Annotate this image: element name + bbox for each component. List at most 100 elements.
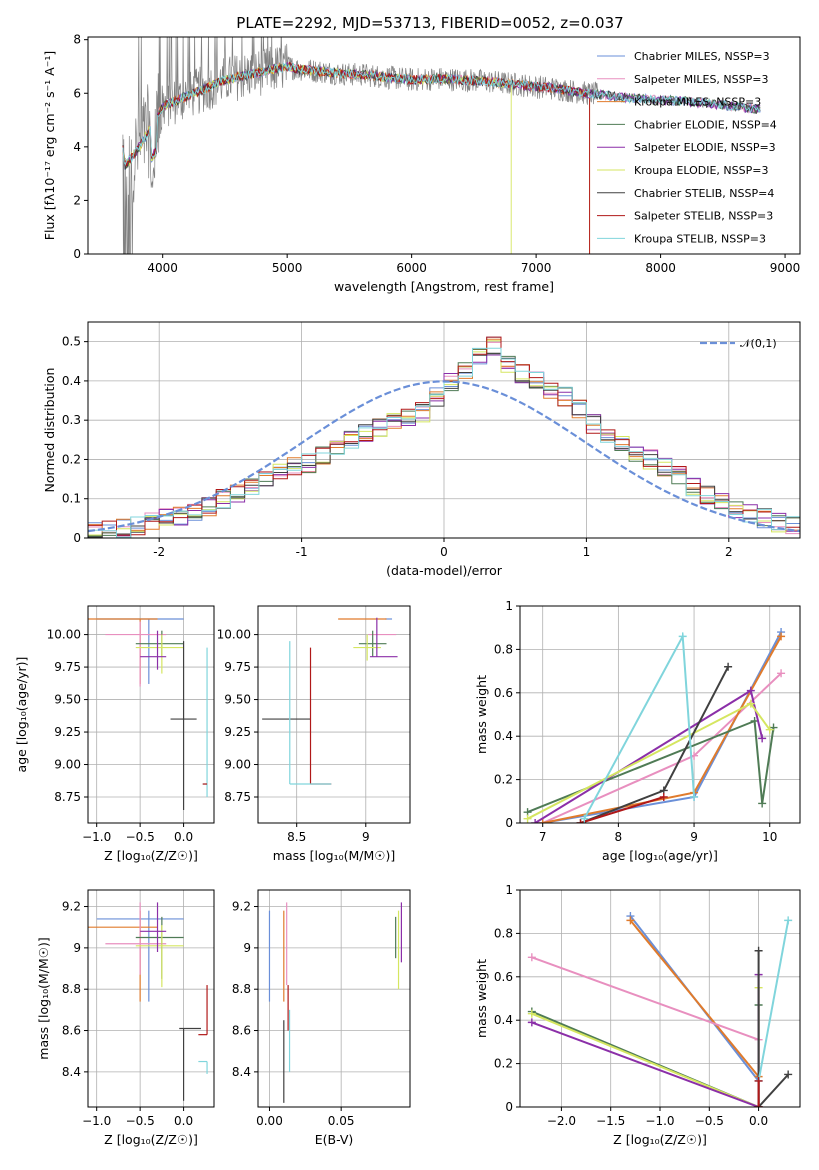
legend-entry: Salpeter ELODIE, NSSP=3 (634, 141, 776, 154)
histogram-step (88, 347, 800, 538)
y-tick-label: 0.2 (494, 773, 513, 787)
y-axis-label: age [log₁₀(age/yr)] (14, 657, 29, 773)
histogram-panel: -2 -1 0 1 2 0 0.1 0.2 0.3 0.4 0.5 (data-model)/erro… (42, 321, 801, 578)
y-tick-label: 1 (505, 599, 513, 613)
data-point-marker (576, 819, 585, 823)
series-line (542, 631, 782, 823)
x-tick-label: −1.0 (82, 1114, 111, 1128)
data-point-marker (746, 686, 755, 695)
x-tick-label: −0.5 (126, 1114, 155, 1128)
series-line (583, 632, 696, 820)
x-tick-label: 8000 (645, 261, 676, 275)
y-tick-label: 8.6 (62, 1024, 81, 1038)
x-tick-label: 0 (440, 545, 448, 559)
x-tick-label: 0.0 (749, 1114, 768, 1128)
x-tick-label: -1 (296, 545, 308, 559)
data-point-marker (758, 799, 767, 808)
x-tick-label: 1 (583, 545, 591, 559)
x-axis-label: (data-model)/error (386, 563, 503, 578)
data-point-marker (527, 1018, 536, 1027)
x-tick-label: 8.5 (287, 830, 306, 844)
y-tick-label: 9.75 (54, 660, 81, 674)
plot-area (527, 912, 793, 1107)
x-tick-label: 9 (362, 830, 370, 844)
model-spectrum-line (122, 61, 761, 166)
x-axis-label: Z [log₁₀(Z/Z☉)] (613, 1132, 707, 1147)
mass-weight-vs-age-panel: 7 8 9 10 0 0.2 0.4 0.6 0.8 1 age [log₁₀(age/yr)] ma… (474, 599, 801, 863)
y-tick-label: 1 (505, 883, 513, 897)
data-point-marker (754, 946, 763, 955)
y-tick-label: 0.8 (494, 926, 513, 940)
y-tick-label: 9.2 (62, 900, 81, 914)
data-point-marker (678, 632, 687, 641)
y-tick-label: 0.8 (494, 642, 513, 656)
data-point-marker (754, 1103, 763, 1107)
y-tick-label: 8.75 (54, 790, 81, 804)
y-tick-label: 9.00 (54, 758, 81, 772)
y-axis-label: Flux [fλ10⁻¹⁷ erg cm⁻² s⁻¹ A⁻¹] (42, 51, 57, 240)
axes-frame (257, 889, 411, 1108)
y-tick-label: 0 (505, 1100, 513, 1114)
y-tick-label: 8.4 (232, 1065, 251, 1079)
y-tick-label: 0.3 (62, 413, 81, 427)
x-axis-label: Z [log₁₀(Z/Z☉)] (104, 1132, 198, 1147)
age-vs-mass-panel: 8.5 9 8.75 9.00 9.25 9.50 9.75 10.00 mass [log₁₀… (217, 605, 411, 863)
series-line (531, 987, 760, 1107)
y-tick-label: 6 (73, 86, 81, 100)
y-tick-label: 0.2 (494, 1057, 513, 1071)
y-axis-label: mass weight (474, 959, 489, 1038)
plot-area (88, 336, 800, 538)
y-tick-label: 10.00 (217, 628, 251, 642)
x-axis-label: Z [log₁₀(Z/Z☉)] (104, 848, 198, 863)
legend-entry: 𝒩(0,1) (740, 337, 777, 350)
y-tick-label: 4 (73, 140, 81, 154)
data-point-marker (784, 1070, 793, 1079)
axes-frame (87, 605, 215, 824)
y-tick-label: 0.1 (62, 492, 81, 506)
series-line (527, 719, 775, 814)
axes-frame (87, 889, 215, 1108)
data-point-marker (527, 1009, 536, 1018)
data-point-marker (580, 814, 589, 823)
mass-vs-metallicity-panel: −1.0 −0.5 0.0 8.4 8.6 8.8 9 9.2 Z [log₁₀(Z/Z☉)] m… (36, 889, 215, 1147)
x-axis-label: E(B-V) (315, 1132, 354, 1147)
x-tick-label: −0.5 (126, 830, 155, 844)
y-tick-label: 9.00 (224, 758, 251, 772)
x-tick-label: 4000 (147, 261, 178, 275)
legend-entry: Salpeter STELIB, NSSP=3 (634, 210, 773, 223)
x-tick-label: 9000 (770, 261, 801, 275)
x-axis-label: wavelength [Angstrom, rest frame] (334, 279, 554, 294)
legend-entry: Kroupa MILES, NSSP=3 (634, 96, 761, 109)
data-point-marker (527, 953, 536, 962)
series-line (757, 920, 790, 1082)
data-point-marker (758, 734, 767, 743)
y-tick-label: 8.8 (62, 982, 81, 996)
legend-entry: Chabrier ELODIE, NSSP=4 (634, 118, 777, 131)
plot-area (122, 37, 761, 254)
y-tick-label: 0.4 (494, 729, 513, 743)
data-point-marker (523, 814, 532, 823)
data-point-marker (659, 792, 668, 801)
y-tick-label: 9.50 (224, 693, 251, 707)
y-tick-label: 8.6 (232, 1024, 251, 1038)
y-tick-label: 9 (243, 941, 251, 955)
series-line (580, 796, 665, 823)
x-axis-label: mass [log₁₀(M/M☉)] (273, 848, 395, 863)
series-line (757, 950, 789, 1107)
x-tick-label: −1.0 (82, 830, 111, 844)
plot-area (523, 628, 786, 823)
y-tick-label: 0.2 (62, 452, 81, 466)
x-tick-label: 0.0 (174, 1114, 193, 1128)
x-tick-label: 5000 (272, 261, 303, 275)
y-tick-label: 9.2 (232, 900, 251, 914)
y-tick-label: 9.25 (224, 725, 251, 739)
data-point-marker (784, 916, 793, 925)
data-point-marker (777, 669, 786, 678)
y-axis-label: mass weight (474, 675, 489, 754)
x-tick-label: 7 (539, 830, 547, 844)
axes-frame (519, 889, 801, 1108)
x-tick-label: -2 (153, 545, 165, 559)
spectrum-panel: 4000 5000 6000 7000 8000 9000 0 2 4 6 8 wavelength … (42, 33, 801, 294)
axes-frame (257, 605, 411, 824)
y-tick-label: 0 (73, 531, 81, 545)
